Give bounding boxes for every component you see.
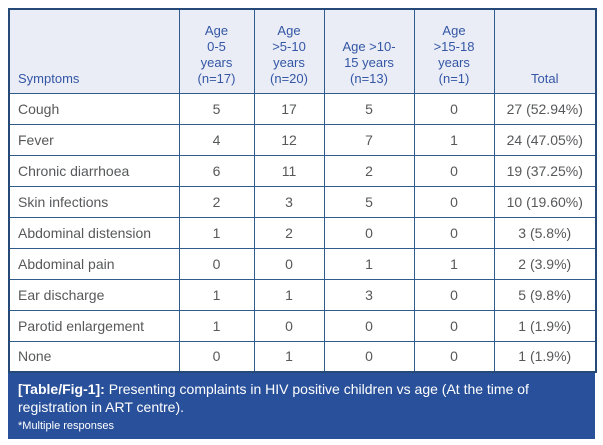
cell-total: 10 (19.60%)	[493, 185, 597, 218]
table-row: Ear discharge 1 1 3 0 5 (9.8%)	[8, 278, 597, 311]
cell-value: 1	[323, 247, 415, 280]
cell-value: 5	[323, 185, 415, 218]
col-header-age-5-10: Age >5-10 years (n=20)	[253, 8, 325, 94]
caption-band: [Table/Fig-1]: Presenting complaints in …	[8, 373, 595, 439]
cell-symptom: Abdominal distension	[8, 216, 180, 249]
cell-value: 1	[253, 278, 325, 311]
cell-value: 0	[323, 309, 415, 342]
cell-total: 19 (37.25%)	[493, 154, 597, 187]
cell-value: 1	[178, 309, 255, 342]
cell-symptom: Chronic diarrhoea	[8, 154, 180, 187]
table-row: Parotid enlargement 1 0 0 0 1 (1.9%)	[8, 309, 597, 342]
cell-value: 0	[413, 278, 495, 311]
cell-value: 1	[178, 216, 255, 249]
cell-symptom: Parotid enlargement	[8, 309, 180, 342]
cell-value: 3	[253, 185, 325, 218]
cell-value: 0	[253, 309, 325, 342]
symptoms-age-table: Symptoms Age 0-5 years (n=17) Age >5-10 …	[8, 8, 597, 373]
cell-value: 0	[413, 154, 495, 187]
cell-value: 1	[253, 340, 325, 373]
cell-value: 2	[178, 185, 255, 218]
cell-value: 0	[413, 92, 495, 125]
cell-value: 7	[323, 123, 415, 156]
cell-value: 12	[253, 123, 325, 156]
caption-footnote: *Multiple responses	[18, 420, 114, 432]
cell-value: 5	[323, 92, 415, 125]
cell-total: 1 (1.9%)	[493, 340, 597, 373]
header-row: Symptoms Age 0-5 years (n=17) Age >5-10 …	[8, 8, 597, 94]
caption-text: Presenting complaints in HIV positive ch…	[18, 381, 529, 415]
cell-value: 0	[323, 340, 415, 373]
cell-total: 1 (1.9%)	[493, 309, 597, 342]
cell-value: 0	[253, 247, 325, 280]
cell-value: 0	[413, 185, 495, 218]
cell-value: 5	[178, 92, 255, 125]
cell-value: 3	[323, 278, 415, 311]
table-row: Chronic diarrhoea 6 11 2 0 19 (37.25%)	[8, 154, 597, 187]
cell-value: 2	[253, 216, 325, 249]
cell-symptom: Abdominal pain	[8, 247, 180, 280]
col-header-age-15-18: Age >15-18 years (n=1)	[413, 8, 495, 94]
cell-total: 27 (52.94%)	[493, 92, 597, 125]
col-header-age-0-5: Age 0-5 years (n=17)	[178, 8, 255, 94]
cell-value: 2	[323, 154, 415, 187]
cell-symptom: None	[8, 340, 180, 373]
cell-symptom: Fever	[8, 123, 180, 156]
table-row: Abdominal pain 0 0 1 1 2 (3.9%)	[8, 247, 597, 280]
col-header-age-10-15: Age >10- 15 years (n=13)	[323, 8, 415, 94]
caption-label: [Table/Fig-1]:	[18, 381, 105, 397]
cell-value: 0	[413, 340, 495, 373]
table-caption: [Table/Fig-1]: Presenting complaints in …	[18, 380, 585, 416]
col-header-symptoms: Symptoms	[8, 8, 180, 94]
cell-value: 6	[178, 154, 255, 187]
cell-total: 3 (5.8%)	[493, 216, 597, 249]
cell-value: 17	[253, 92, 325, 125]
cell-value: 0	[323, 216, 415, 249]
table-row: None 0 1 0 0 1 (1.9%)	[8, 340, 597, 373]
cell-symptom: Cough	[8, 92, 180, 125]
table-figure: Symptoms Age 0-5 years (n=17) Age >5-10 …	[8, 8, 597, 439]
cell-value: 0	[413, 309, 495, 342]
table-row: Skin infections 2 3 5 0 10 (19.60%)	[8, 185, 597, 218]
cell-value: 4	[178, 123, 255, 156]
cell-total: 2 (3.9%)	[493, 247, 597, 280]
cell-value: 0	[413, 216, 495, 249]
cell-value: 1	[413, 247, 495, 280]
cell-total: 5 (9.8%)	[493, 278, 597, 311]
table-row: Abdominal distension 1 2 0 0 3 (5.8%)	[8, 216, 597, 249]
cell-symptom: Ear discharge	[8, 278, 180, 311]
col-header-total: Total	[493, 8, 597, 94]
table-row: Cough 5 17 5 0 27 (52.94%)	[8, 92, 597, 125]
cell-value: 1	[178, 278, 255, 311]
cell-total: 24 (47.05%)	[493, 123, 597, 156]
cell-value: 0	[178, 340, 255, 373]
cell-value: 0	[178, 247, 255, 280]
table-row: Fever 4 12 7 1 24 (47.05%)	[8, 123, 597, 156]
cell-value: 1	[413, 123, 495, 156]
cell-value: 11	[253, 154, 325, 187]
cell-symptom: Skin infections	[8, 185, 180, 218]
